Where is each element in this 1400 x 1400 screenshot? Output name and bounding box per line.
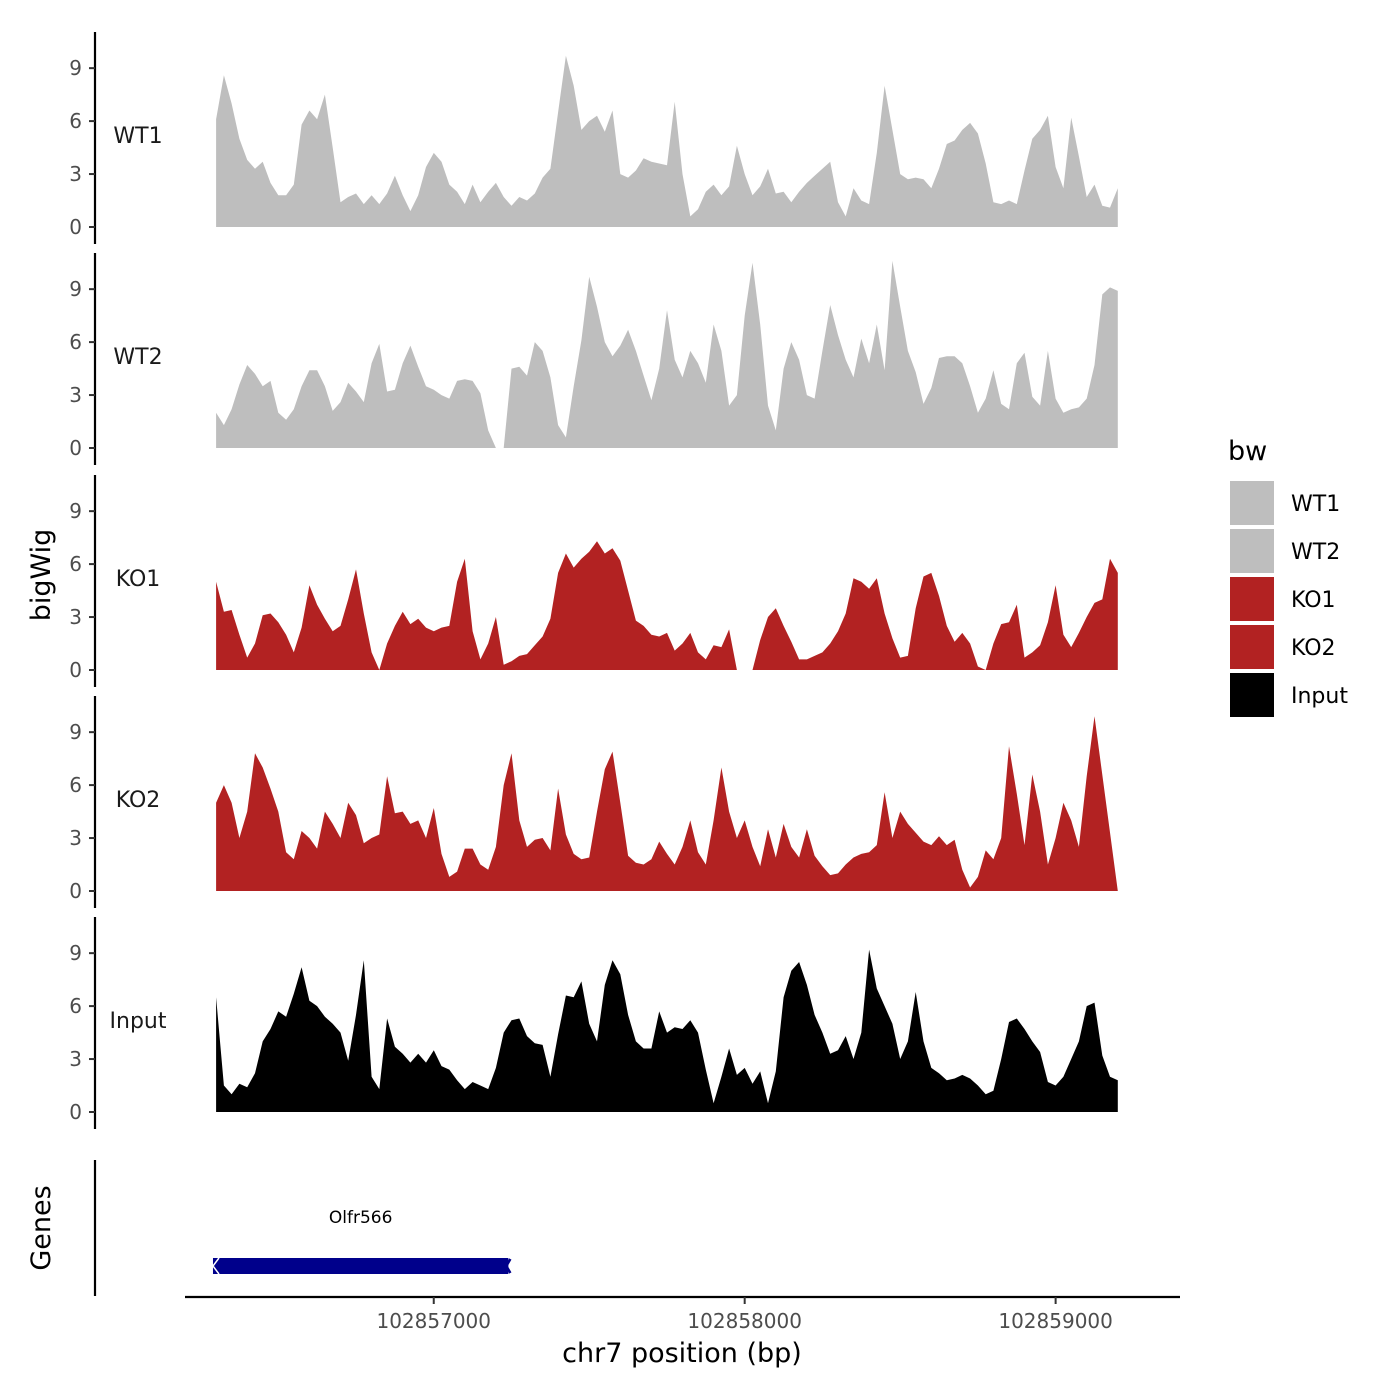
legend-swatch	[1230, 625, 1274, 669]
y-tick-label: 3	[69, 605, 82, 629]
legend-swatch	[1230, 529, 1274, 573]
gene-end-mark	[501, 1258, 512, 1274]
legend-title: bw	[1228, 436, 1267, 467]
legend-entry-wt2: WT2	[1230, 529, 1340, 573]
y-tick-label: 0	[69, 879, 82, 903]
track-wt1: 0 3 6 9 WT1	[69, 32, 1118, 244]
y-tick-label: 6	[69, 109, 82, 133]
legend-entry-wt1: WT1	[1230, 481, 1340, 525]
y-tick-label: 6	[69, 773, 82, 797]
genes-panel: Olfr566	[93, 1160, 512, 1296]
gene-label: Olfr566	[329, 1208, 393, 1228]
y-tick-label: 6	[69, 994, 82, 1018]
area-ko1	[216, 541, 1118, 670]
y-tick-label: 6	[69, 330, 82, 354]
legend-entry-ko2: KO2	[1230, 625, 1336, 669]
gene-olfr566: Olfr566	[212, 1208, 512, 1275]
y-axis-title: bigWig	[26, 529, 57, 622]
track-label: WT2	[113, 345, 162, 370]
legend-label: KO1	[1291, 588, 1336, 613]
track-input: 0 3 6 9 Input	[69, 917, 1118, 1129]
gene-body	[212, 1258, 509, 1274]
legend: bw WT1 WT2 KO1 KO2 Input	[1228, 436, 1348, 717]
x-tick-label: 102859000	[998, 1309, 1113, 1333]
legend-label: Input	[1291, 684, 1348, 709]
area-wt2	[216, 260, 1118, 448]
track-wt2: 0 3 6 9 WT2	[69, 253, 1118, 465]
track-label: KO1	[116, 567, 161, 592]
y-tick-label: 6	[69, 552, 82, 576]
legend-label: KO2	[1291, 636, 1336, 661]
y-tick-label: 0	[69, 436, 82, 460]
area-wt1	[216, 55, 1118, 227]
y-tick-label: 3	[69, 1047, 82, 1071]
track-label: Input	[110, 1009, 167, 1034]
track-label: KO2	[116, 788, 161, 813]
area-input	[216, 949, 1118, 1112]
track-label: WT1	[113, 124, 162, 149]
gene-strand-arrow	[212, 1257, 220, 1275]
legend-swatch	[1230, 577, 1274, 621]
y-tick-label: 3	[69, 162, 82, 186]
y-tick-label: 9	[69, 499, 82, 523]
y-tick-label: 9	[69, 720, 82, 744]
y-tick-label: 0	[69, 1100, 82, 1124]
y-tick-label: 0	[69, 215, 82, 239]
legend-entry-input: Input	[1230, 673, 1348, 717]
signal-tracks: 0 3 6 9 WT1 0 3 6 9 WT2 0 3 6 9 KO1 0 3 6 9 KO2 0 3 6 9 Input	[69, 32, 1118, 1129]
legend-swatch	[1230, 481, 1274, 525]
x-axis: 102857000 102858000 102859000	[185, 1295, 1180, 1333]
y-tick-label: 9	[69, 941, 82, 965]
legend-label: WT2	[1291, 540, 1340, 565]
x-tick-label: 102858000	[687, 1309, 802, 1333]
track-ko2: 0 3 6 9 KO2	[69, 696, 1118, 908]
y-tick-label: 0	[69, 658, 82, 682]
track-ko1: 0 3 6 9 KO1	[69, 475, 1118, 687]
y-tick-label: 9	[69, 56, 82, 80]
legend-label: WT1	[1291, 492, 1340, 517]
legend-swatch	[1230, 673, 1274, 717]
genes-axis-title: Genes	[26, 1185, 57, 1270]
legend-entry-ko1: KO1	[1230, 577, 1336, 621]
y-tick-label: 3	[69, 383, 82, 407]
x-tick-label: 102857000	[376, 1309, 491, 1333]
x-axis-title: chr7 position (bp)	[562, 1338, 802, 1369]
y-tick-label: 3	[69, 826, 82, 850]
area-ko2	[216, 716, 1118, 891]
y-tick-label: 9	[69, 277, 82, 301]
